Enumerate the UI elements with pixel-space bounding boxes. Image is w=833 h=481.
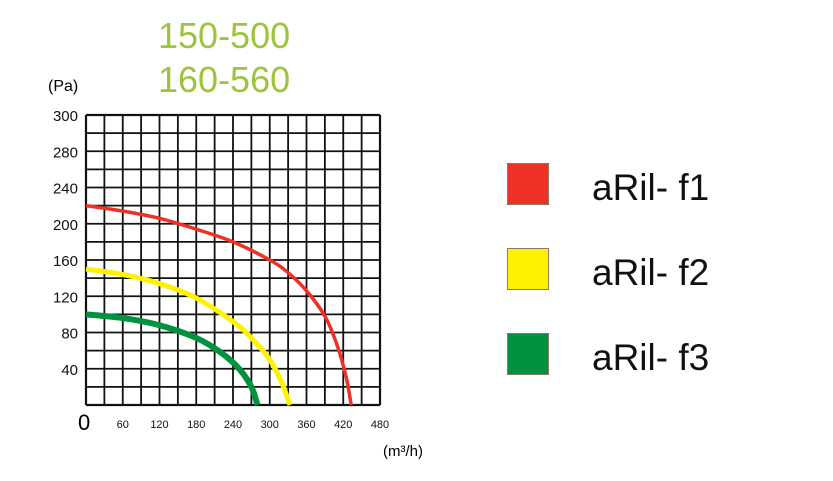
legend-label-f1: aRil- f1 [592,167,710,208]
series-line-3 [85,311,261,406]
y-tick-label: 240 [53,181,78,198]
x-tick-label: 360 [297,419,315,431]
x-tick-label: 180 [187,419,205,431]
x-tick-label: 240 [224,419,242,431]
x-tick-label: 120 [150,419,168,431]
legend-swatch-f2 [507,248,549,290]
legend-swatch-f1 [507,163,549,205]
x-tick-label: 420 [334,419,352,431]
tick-labels: 60 120 180 240 300 360 420 480 40 80 120 160 200 240 2… [53,108,389,431]
y-tick-label: 80 [61,326,78,343]
series-line-2 [85,266,293,406]
chart-title-line2: 160-560 [158,59,291,100]
x-tick-label: 480 [371,419,389,431]
x-tick-label: 60 [117,419,129,431]
x-axis-label: (m³/h) [383,443,423,460]
x-tick-label: 300 [261,419,279,431]
y-tick-label: 120 [53,289,78,306]
series-lines [85,203,353,406]
y-tick-label: 160 [53,253,78,270]
series-line-1 [85,203,353,406]
y-tick-label: 280 [53,144,78,161]
y-tick-label: 300 [53,108,78,125]
chart-title-line1: 150-500 [158,15,291,56]
legend-label-f2: aRil- f2 [592,252,710,293]
x-origin-label: 0 [78,410,90,435]
y-axis-label: (Pa) [48,78,78,95]
y-tick-label: 200 [53,217,78,234]
grid [84,113,382,407]
legend-label-f3: aRil- f3 [592,337,710,378]
legend-swatch-f3 [507,333,549,375]
y-tick-label: 40 [61,362,78,379]
